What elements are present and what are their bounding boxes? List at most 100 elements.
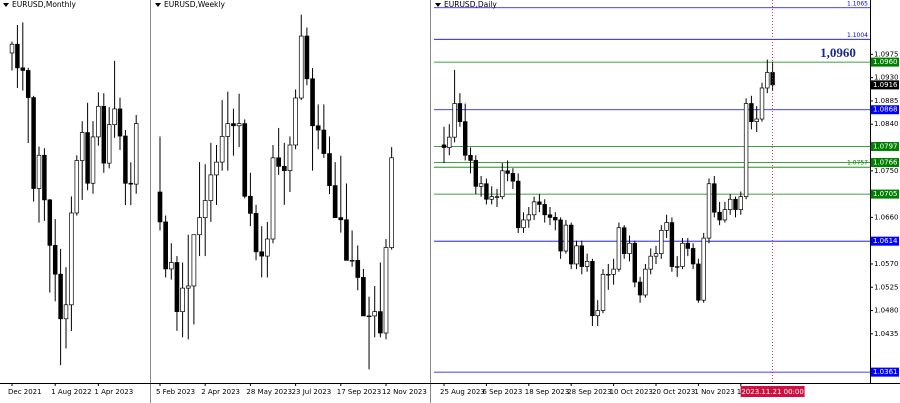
candle-body	[298, 35, 304, 99]
candle-body	[219, 136, 225, 163]
x-tick-label: 20 Oct 2023	[652, 388, 695, 396]
candle-body	[321, 129, 327, 154]
candle-body	[128, 182, 134, 185]
candle-body	[9, 43, 15, 54]
candle-body	[765, 72, 770, 89]
candle-body	[447, 136, 452, 148]
level-label: 1.0766	[873, 159, 898, 167]
candle-body	[674, 266, 680, 268]
candle-body	[462, 121, 468, 156]
candle-body	[669, 222, 675, 267]
level-label: 1.0868	[873, 106, 898, 114]
candle-body	[637, 281, 643, 296]
candle-body	[361, 277, 366, 317]
candle-body	[185, 285, 191, 289]
candle-body	[276, 157, 281, 167]
candle-body	[52, 244, 58, 275]
candle-body	[281, 166, 287, 171]
candle-body	[270, 157, 276, 240]
candle-body	[366, 315, 372, 318]
y-tick-label: 1.0570	[874, 260, 899, 268]
level-box	[871, 367, 899, 377]
candle-body	[197, 217, 202, 236]
candle-body	[259, 251, 265, 257]
candle-body	[648, 255, 653, 270]
candle-body	[123, 135, 128, 184]
candle-body	[643, 268, 648, 296]
candle-body	[25, 70, 31, 98]
x-tick-label: 6 Sep 2023	[482, 388, 522, 396]
y-tick-label: 1.0750	[874, 167, 899, 175]
cursor-box	[740, 386, 805, 397]
candle-body	[293, 97, 298, 146]
candle-body	[117, 108, 123, 137]
candle-body	[441, 144, 447, 148]
y-tick-label: 1.0885	[874, 97, 899, 105]
candle-body	[69, 212, 74, 306]
x-tick-label: 10 Oct 2023	[610, 388, 653, 396]
candle-body	[225, 123, 231, 137]
candle-body	[58, 273, 63, 320]
candle-body	[606, 273, 611, 276]
candle-body	[733, 198, 738, 210]
candle-body	[759, 87, 765, 120]
highlight-label: 1,0960	[820, 45, 856, 60]
candle-body	[526, 214, 532, 221]
candle-body	[372, 311, 378, 317]
candle-body	[743, 103, 749, 198]
candle-body	[253, 213, 259, 253]
y-tick-label: 1.0975	[874, 50, 899, 58]
candle-body	[500, 170, 505, 198]
candle-body	[696, 263, 701, 301]
level-label: 1.0797	[873, 142, 898, 150]
candle-body	[611, 268, 616, 275]
level-label: 1.0960	[873, 58, 898, 66]
candle-body	[494, 196, 500, 198]
panel-title: EURUSD,Monthly	[12, 0, 76, 9]
candle-body	[20, 67, 26, 71]
candle-body	[680, 242, 685, 267]
candle-body	[47, 199, 53, 246]
candle-body	[304, 35, 310, 80]
candle-body	[180, 287, 185, 312]
candle-body	[355, 260, 361, 278]
candle-body	[478, 183, 484, 187]
candle-body	[383, 247, 389, 334]
candle-body	[231, 123, 236, 127]
candle-body	[537, 201, 542, 205]
candle-body	[214, 161, 219, 176]
candle-body	[174, 262, 180, 312]
x-tick-label: 2 Apr 2023	[201, 388, 240, 396]
candle-body	[349, 260, 355, 262]
candle-body	[163, 221, 168, 270]
candle-body	[473, 160, 479, 187]
candle-body	[15, 43, 20, 69]
x-tick-label: Dec 2021	[8, 388, 42, 396]
candle-body	[457, 103, 463, 122]
level-box	[871, 57, 899, 67]
candle-body	[505, 170, 510, 174]
candle-body	[553, 217, 558, 221]
x-tick-label: 18 Sep 2023	[525, 388, 569, 396]
level-box	[871, 236, 899, 246]
candle-body	[706, 183, 712, 239]
level-label: 1.1004	[847, 32, 868, 39]
candle-body	[112, 108, 117, 126]
candle-body	[378, 311, 383, 334]
candle-body	[579, 245, 585, 267]
candle-body	[547, 214, 553, 218]
candle-body	[236, 123, 242, 127]
y-tick-label: 1.0435	[874, 330, 899, 338]
candle-body	[690, 248, 696, 265]
cursor-label: 2023.11.21 00:00	[741, 388, 803, 396]
candle-body	[344, 219, 349, 261]
candle-body	[101, 105, 107, 164]
title-icon	[435, 3, 441, 7]
candle-body	[85, 132, 90, 184]
current-price-label: 1.0916	[873, 81, 898, 89]
candle-body	[558, 219, 563, 252]
y-tick-label: 1.0930	[874, 74, 899, 82]
candle-body	[600, 273, 606, 311]
candle-body	[96, 105, 101, 138]
